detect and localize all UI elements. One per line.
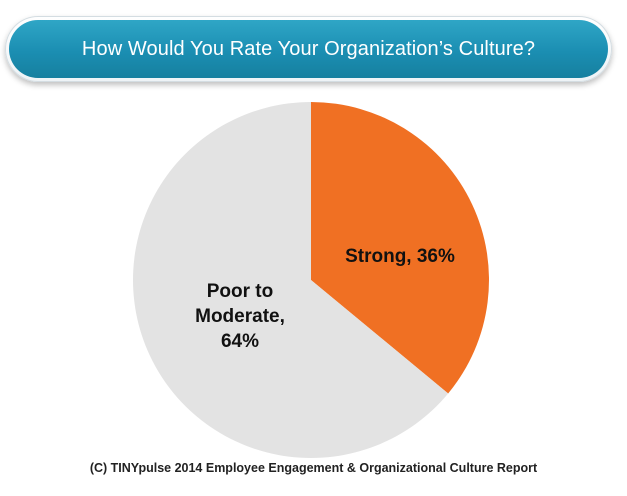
chart-title-banner: How Would You Rate Your Organization’s C… — [5, 16, 612, 82]
slice-label-line: 64% — [221, 331, 259, 352]
source-footer: (C) TINYpulse 2014 Employee Engagement &… — [89, 461, 538, 475]
slice-label-line: Strong, 36% — [345, 246, 455, 267]
pie-slice-1 — [132, 102, 449, 458]
slice-label-line: Poor to — [207, 281, 274, 302]
chart-title: How Would You Rate Your Organization’s C… — [81, 37, 536, 60]
slice-label-0: Strong, 36% — [345, 246, 455, 267]
slice-label-line: Moderate, — [195, 306, 285, 327]
slice-label-1: Poor to Moderate, 64% — [195, 281, 285, 352]
chart-title-fill: How Would You Rate Your Organization’s C… — [9, 20, 608, 78]
pie-slice-0 — [311, 102, 489, 394]
